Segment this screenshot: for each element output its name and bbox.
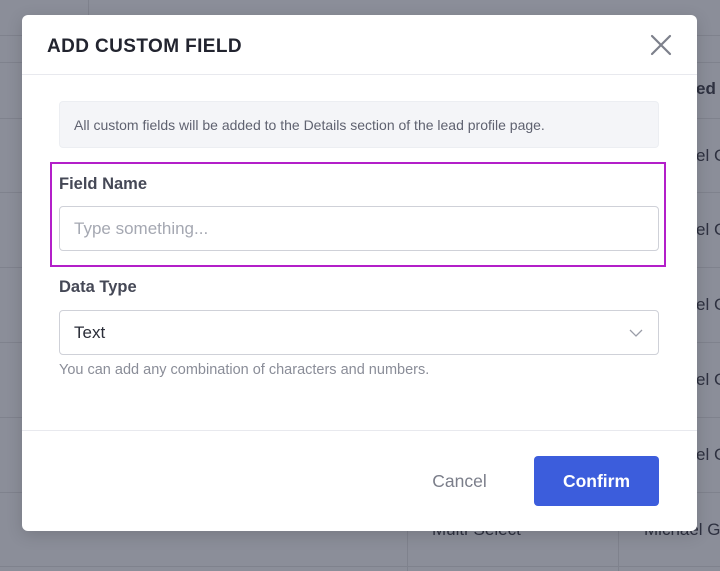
table-cell: el G <box>696 295 720 314</box>
field-name-label: Field Name <box>59 175 148 193</box>
cancel-button[interactable]: Cancel <box>432 471 487 491</box>
table-cell: el G <box>696 220 720 239</box>
close-icon <box>650 34 672 56</box>
table-cell: el G <box>696 445 720 464</box>
dialog-header: ADD CUSTOM FIELD <box>22 15 697 75</box>
dialog-title: ADD CUSTOM FIELD <box>47 36 242 57</box>
info-banner: All custom fields will be added to the D… <box>59 101 659 148</box>
data-type-help: You can add any combination of character… <box>59 362 430 378</box>
field-name-input[interactable] <box>59 206 659 251</box>
add-custom-field-dialog: ADD CUSTOM FIELD All custom fields will … <box>22 15 697 531</box>
data-type-selected: Text <box>74 323 106 342</box>
dialog-footer-divider <box>22 430 697 431</box>
highlight-box <box>50 162 666 267</box>
table-cell: el G <box>696 146 720 165</box>
chevron-down-icon <box>629 329 643 337</box>
data-type-label: Data Type <box>59 278 137 296</box>
column-header: ed <box>696 79 716 98</box>
confirm-button[interactable]: Confirm <box>534 456 659 506</box>
table-cell: el G <box>696 370 720 389</box>
close-button[interactable] <box>649 33 673 57</box>
data-type-select[interactable]: Text <box>59 310 659 355</box>
